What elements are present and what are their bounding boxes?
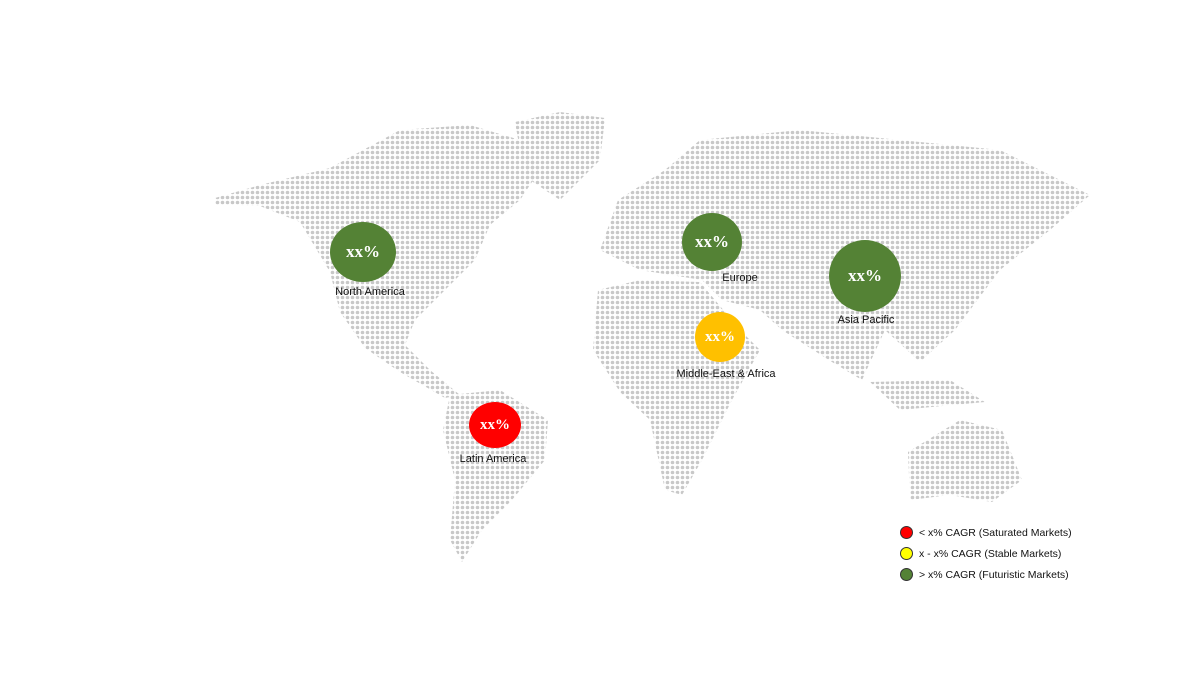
bubble-latin-america: xx%	[469, 402, 521, 448]
bubble-asia-pacific: xx%	[829, 240, 901, 312]
islands-indonesia	[870, 380, 985, 410]
bubble-europe: xx%	[682, 213, 742, 271]
label-middle-east-africa: Middle-East & Africa	[676, 368, 776, 380]
continent-africa	[593, 280, 760, 495]
label-north-america: North America	[335, 286, 405, 298]
legend-label: > x% CAGR (Futuristic Markets)	[919, 568, 1069, 581]
legend-label: < x% CAGR (Saturated Markets)	[919, 526, 1072, 539]
legend-yellow-dot-icon	[900, 547, 913, 560]
legend-label: x - x% CAGR (Stable Markets)	[919, 547, 1062, 560]
label-europe: Europe	[722, 272, 758, 284]
continent-australia	[908, 420, 1022, 502]
label-asia-pacific: Asia Pacific	[837, 314, 895, 326]
legend: < x% CAGR (Saturated Markets) x - x% CAG…	[900, 522, 1072, 585]
continent-south-america	[443, 390, 548, 562]
bubble-north-america: xx%	[330, 222, 396, 282]
region-value: xx%	[346, 242, 380, 261]
region-value: xx%	[695, 232, 729, 251]
region-value: xx%	[848, 266, 882, 285]
legend-red-dot-icon	[900, 526, 913, 539]
legend-item-futuristic: > x% CAGR (Futuristic Markets)	[900, 564, 1072, 585]
label-latin-america: Latin America	[459, 453, 527, 465]
legend-item-saturated: < x% CAGR (Saturated Markets)	[900, 522, 1072, 543]
region-value: xx%	[480, 416, 510, 433]
legend-green-dot-icon	[900, 568, 913, 581]
legend-item-stable: x - x% CAGR (Stable Markets)	[900, 543, 1072, 564]
bubble-middle-east-africa: xx%	[695, 312, 745, 362]
region-value: xx%	[705, 328, 735, 345]
continent-greenland	[515, 112, 605, 200]
